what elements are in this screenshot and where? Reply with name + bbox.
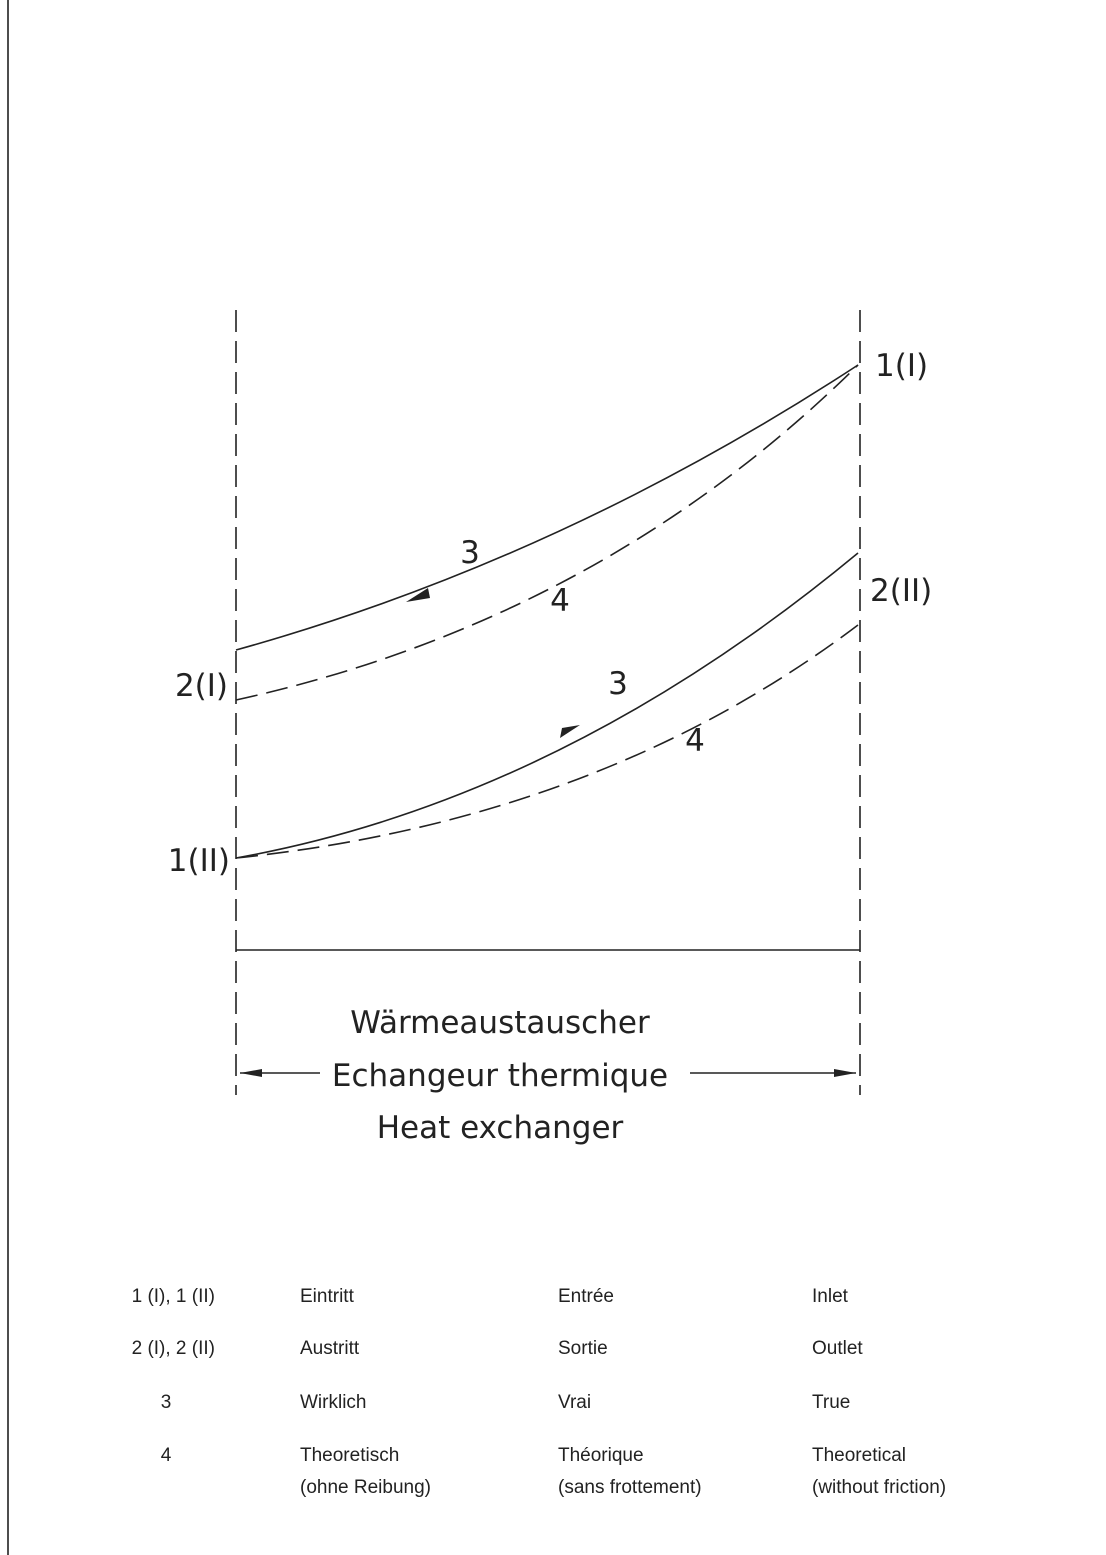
legend-text: Theoretical [812,1445,906,1466]
legend-text: Wirklich [300,1392,367,1413]
curve-theoretical-1 [235,364,859,701]
curve-real-2 [235,552,859,859]
legend-text: True [812,1392,850,1413]
legend-text: Theoretisch [300,1445,399,1466]
legend-key: 4 [161,1445,172,1466]
legend-text: Entrée [558,1286,614,1307]
dimension-arrow [834,1069,856,1077]
exchanger-label: Heat exchanger [377,1110,624,1146]
curve-label: 3 [460,535,480,571]
curve-real-1 [235,364,859,651]
legend-text: Vrai [558,1392,591,1413]
legend-text: Outlet [812,1338,863,1359]
exchanger-label: Wärmeaustauscher [350,1005,650,1041]
legend-text: Sortie [558,1338,608,1359]
legend-text: Théorique [558,1445,644,1466]
flow-arrow [406,588,430,602]
legend-text: Eintritt [300,1286,355,1307]
curve-label: 3 [608,666,628,702]
legend-text: (without friction) [812,1477,946,1498]
point-label: 2(I) [175,668,228,704]
point-label: 1(I) [875,348,928,384]
curve-label: 4 [685,723,705,759]
flow-arrow [560,725,580,738]
point-label: 2(II) [870,573,932,609]
point-label: 1(II) [168,843,230,879]
legend-key: 1 (I), 1 (II) [132,1286,215,1307]
legend-text: Inlet [812,1286,849,1307]
legend-key: 2 (I), 2 (II) [132,1338,215,1359]
legend-text: (sans frottement) [558,1477,702,1498]
legend-text: (ohne Reibung) [300,1477,431,1498]
dimension-arrow [240,1069,262,1077]
curve-theoretical-2 [235,624,859,859]
legend-key: 3 [161,1392,172,1413]
curve-label: 4 [550,583,570,619]
legend-text: Austritt [300,1338,360,1359]
exchanger-label: Echangeur thermique [332,1058,668,1094]
